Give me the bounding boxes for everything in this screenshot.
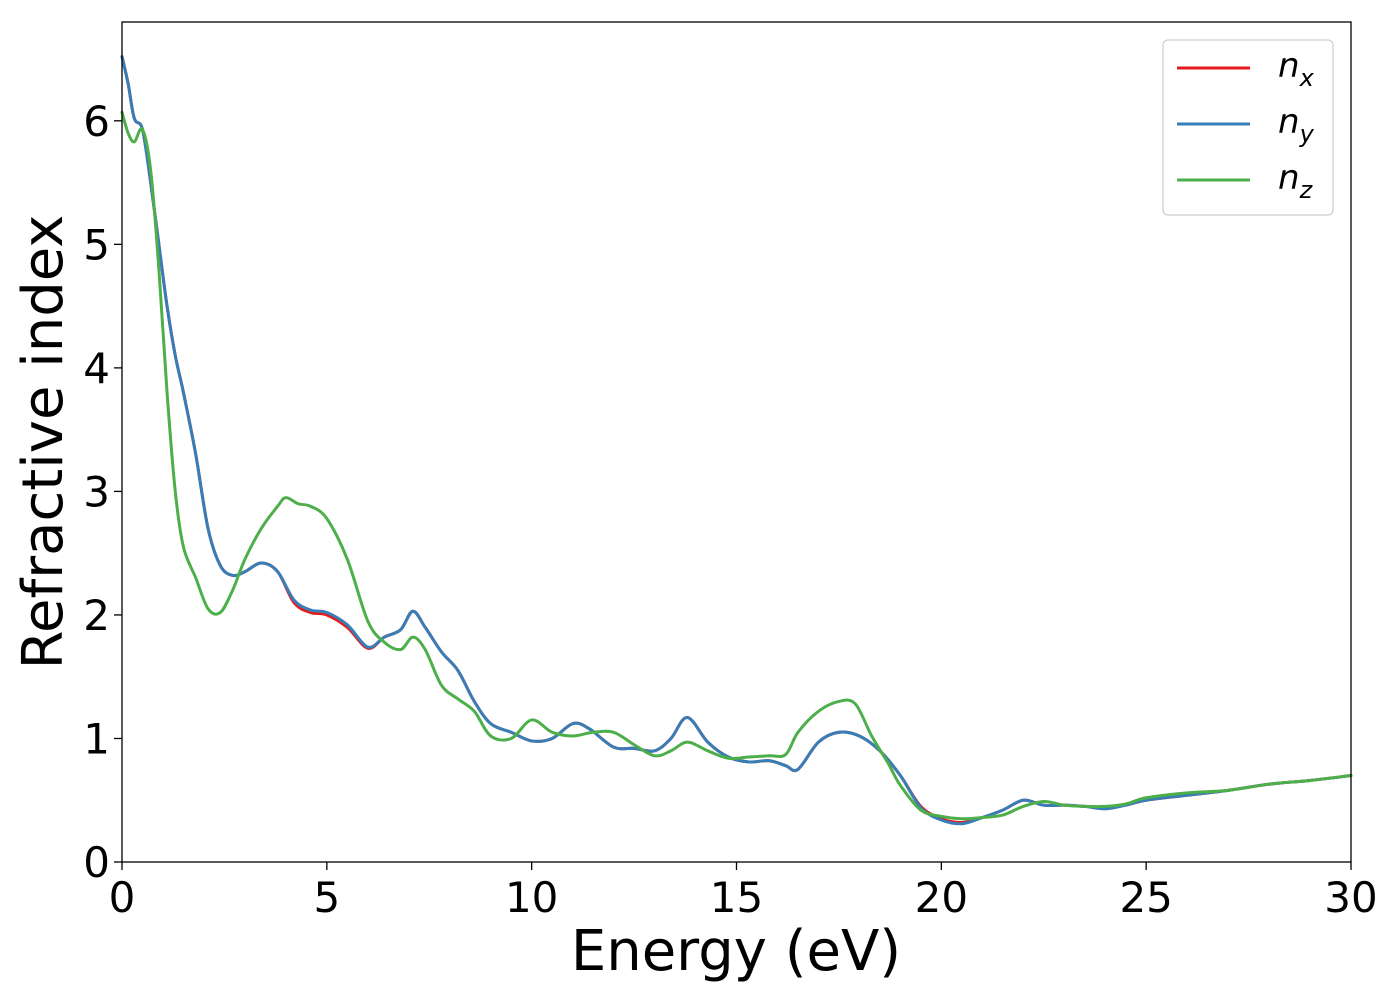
y-tick-label: 2 bbox=[83, 591, 110, 640]
x-tick-label: 5 bbox=[313, 873, 340, 922]
y-tick-label: 4 bbox=[83, 344, 110, 393]
y-axis: 0 1 2 3 4 5 6 bbox=[83, 97, 122, 887]
y-tick-label: 6 bbox=[83, 97, 110, 146]
series-line-nz bbox=[120, 110, 1353, 821]
x-axis: 0 5 10 15 20 25 30 bbox=[109, 862, 1378, 922]
x-tick-label: 10 bbox=[505, 873, 558, 922]
x-axis-title: Energy (eV) bbox=[571, 919, 901, 984]
y-tick-label: 5 bbox=[83, 220, 110, 269]
legend-label-ny: ny bbox=[1278, 102, 1315, 148]
y-tick-label: 1 bbox=[83, 714, 110, 763]
x-tick-label: 30 bbox=[1324, 873, 1377, 922]
x-tick-label: 20 bbox=[915, 873, 968, 922]
x-tick-label: 0 bbox=[109, 873, 136, 922]
legend: nx ny nz bbox=[1162, 39, 1334, 216]
series-line-ny bbox=[120, 55, 1353, 826]
series-layer bbox=[120, 55, 1353, 826]
x-tick-label: 25 bbox=[1119, 873, 1172, 922]
legend-label-nx: nx bbox=[1278, 46, 1315, 92]
legend-label-nz: nz bbox=[1278, 158, 1314, 204]
legend-entries: nx ny nz bbox=[1177, 46, 1315, 204]
y-tick-label: 0 bbox=[83, 838, 110, 887]
y-axis-title: Refractive index bbox=[11, 215, 76, 670]
x-tick-label: 15 bbox=[710, 873, 763, 922]
legend-box bbox=[1162, 39, 1334, 216]
y-tick-label: 3 bbox=[83, 467, 110, 516]
